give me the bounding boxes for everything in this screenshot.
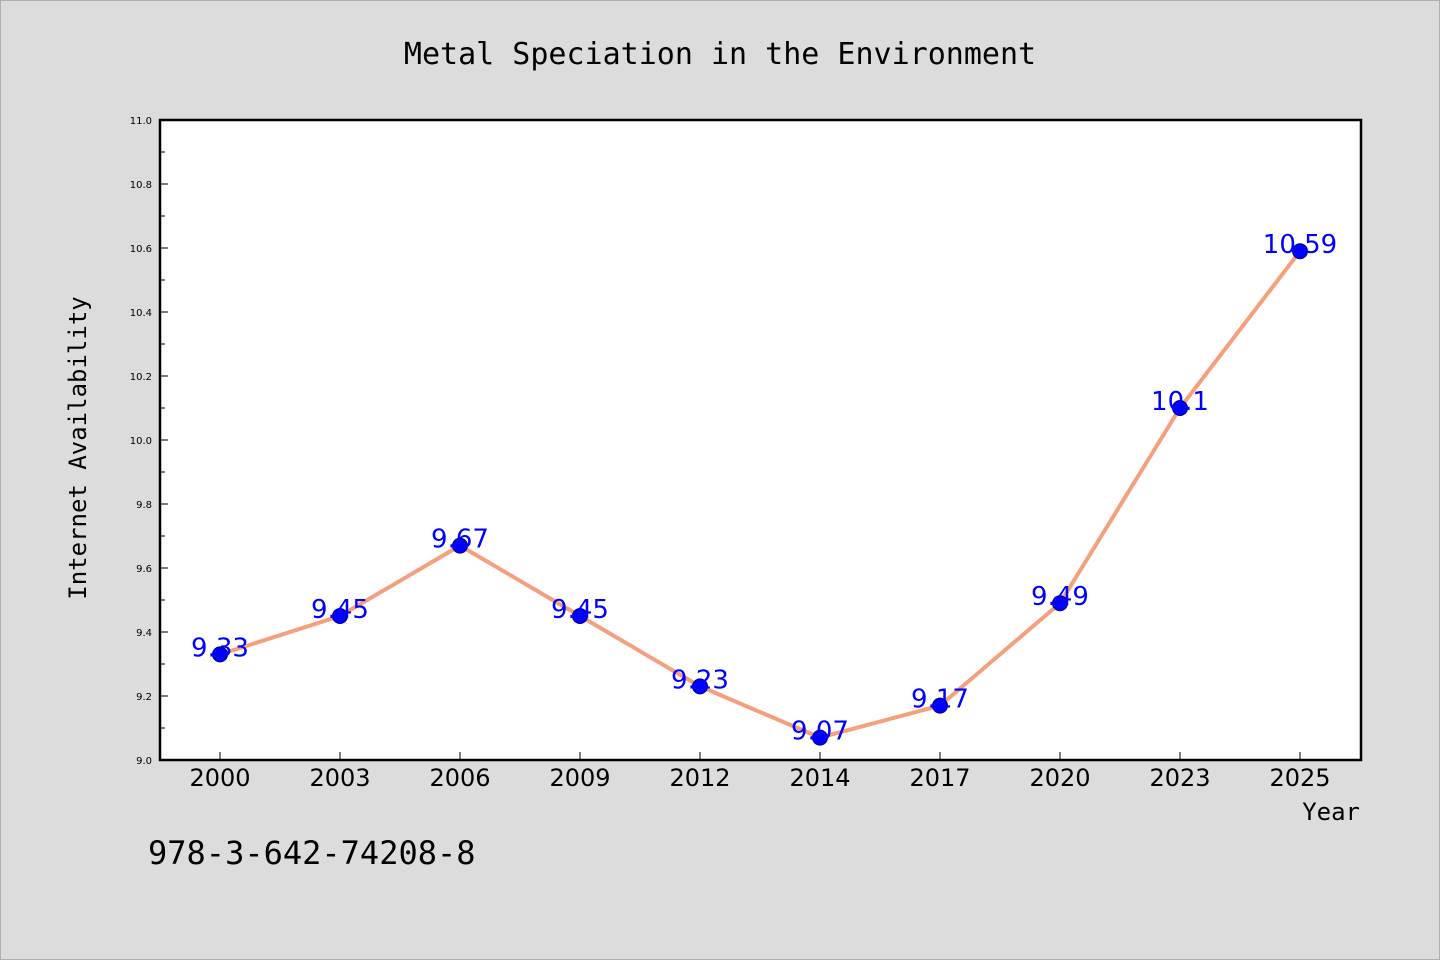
data-point [932, 697, 948, 714]
y-tick-label: 9.8 [136, 500, 152, 511]
series-line-group [212, 243, 1308, 746]
y-tick-label: 10.0 [130, 436, 152, 447]
y-tick-label: 10.2 [130, 372, 152, 383]
y-axis-label: Internet Availability [64, 296, 92, 599]
data-label: 9.67 [431, 525, 489, 555]
y-axis: 9.0 9.2 9.4 9.6 9.8 10.0 10.2 10.4 10.6 10.8 11.0 [130, 116, 168, 767]
data-point [452, 537, 468, 554]
data-point [572, 608, 588, 624]
data-point [1292, 243, 1308, 260]
x-tick-label: 2017 [909, 764, 970, 792]
x-axis: 2000 2003 2006 2009 2012 2014 2017 2020 2023 2025 [189, 752, 1331, 792]
data-label: 9.45 [551, 595, 609, 625]
data-point [212, 646, 228, 663]
data-point [332, 608, 348, 624]
x-tick-label: 2003 [309, 764, 370, 792]
data-label: 9.33 [191, 633, 249, 663]
y-tick-label: 9.0 [136, 756, 152, 767]
data-label: 9.17 [911, 685, 969, 715]
x-tick-label: 2006 [429, 764, 490, 792]
y-tick-label: 9.2 [136, 692, 152, 703]
y-tick-label: 9.6 [136, 564, 152, 575]
data-label: 9.07 [791, 717, 849, 747]
x-tick-label: 2012 [669, 764, 730, 792]
series-line [219, 249, 1302, 740]
chart-title: Metal Speciation in the Environment [404, 37, 1036, 72]
plot-area [158, 118, 1363, 762]
x-tick-label: 2023 [1149, 764, 1210, 792]
data-point [1172, 400, 1188, 416]
data-label: 9.45 [311, 595, 369, 625]
x-tick-label: 2009 [549, 764, 610, 792]
y-tick-label: 10.4 [130, 308, 152, 319]
data-labels-group: 9.33 9.45 9.67 9.45 9.23 9.07 9.17 9.49 10.1 10.5… [191, 230, 1337, 746]
y-tick-label: 10.6 [130, 244, 152, 255]
y-tick-label: 9.4 [136, 628, 152, 639]
data-label: 9.23 [671, 665, 729, 695]
data-point [812, 729, 828, 746]
isbn-footnote: 978-3-642-74208-8 [148, 834, 476, 872]
data-label: 10.1 [1151, 387, 1209, 417]
data-label: 10.59 [1263, 230, 1337, 260]
x-tick-label: 2020 [1029, 764, 1090, 792]
x-tick-label: 2000 [189, 764, 250, 792]
data-label: 9.49 [1031, 582, 1089, 612]
x-tick-label: 2014 [789, 764, 850, 792]
x-axis-label: Year [1302, 798, 1360, 826]
y-tick-label: 11.0 [130, 116, 152, 127]
data-point [1052, 595, 1068, 612]
y-tick-label: 10.8 [130, 180, 152, 191]
x-tick-label: 2025 [1269, 764, 1330, 792]
data-point [692, 678, 708, 695]
